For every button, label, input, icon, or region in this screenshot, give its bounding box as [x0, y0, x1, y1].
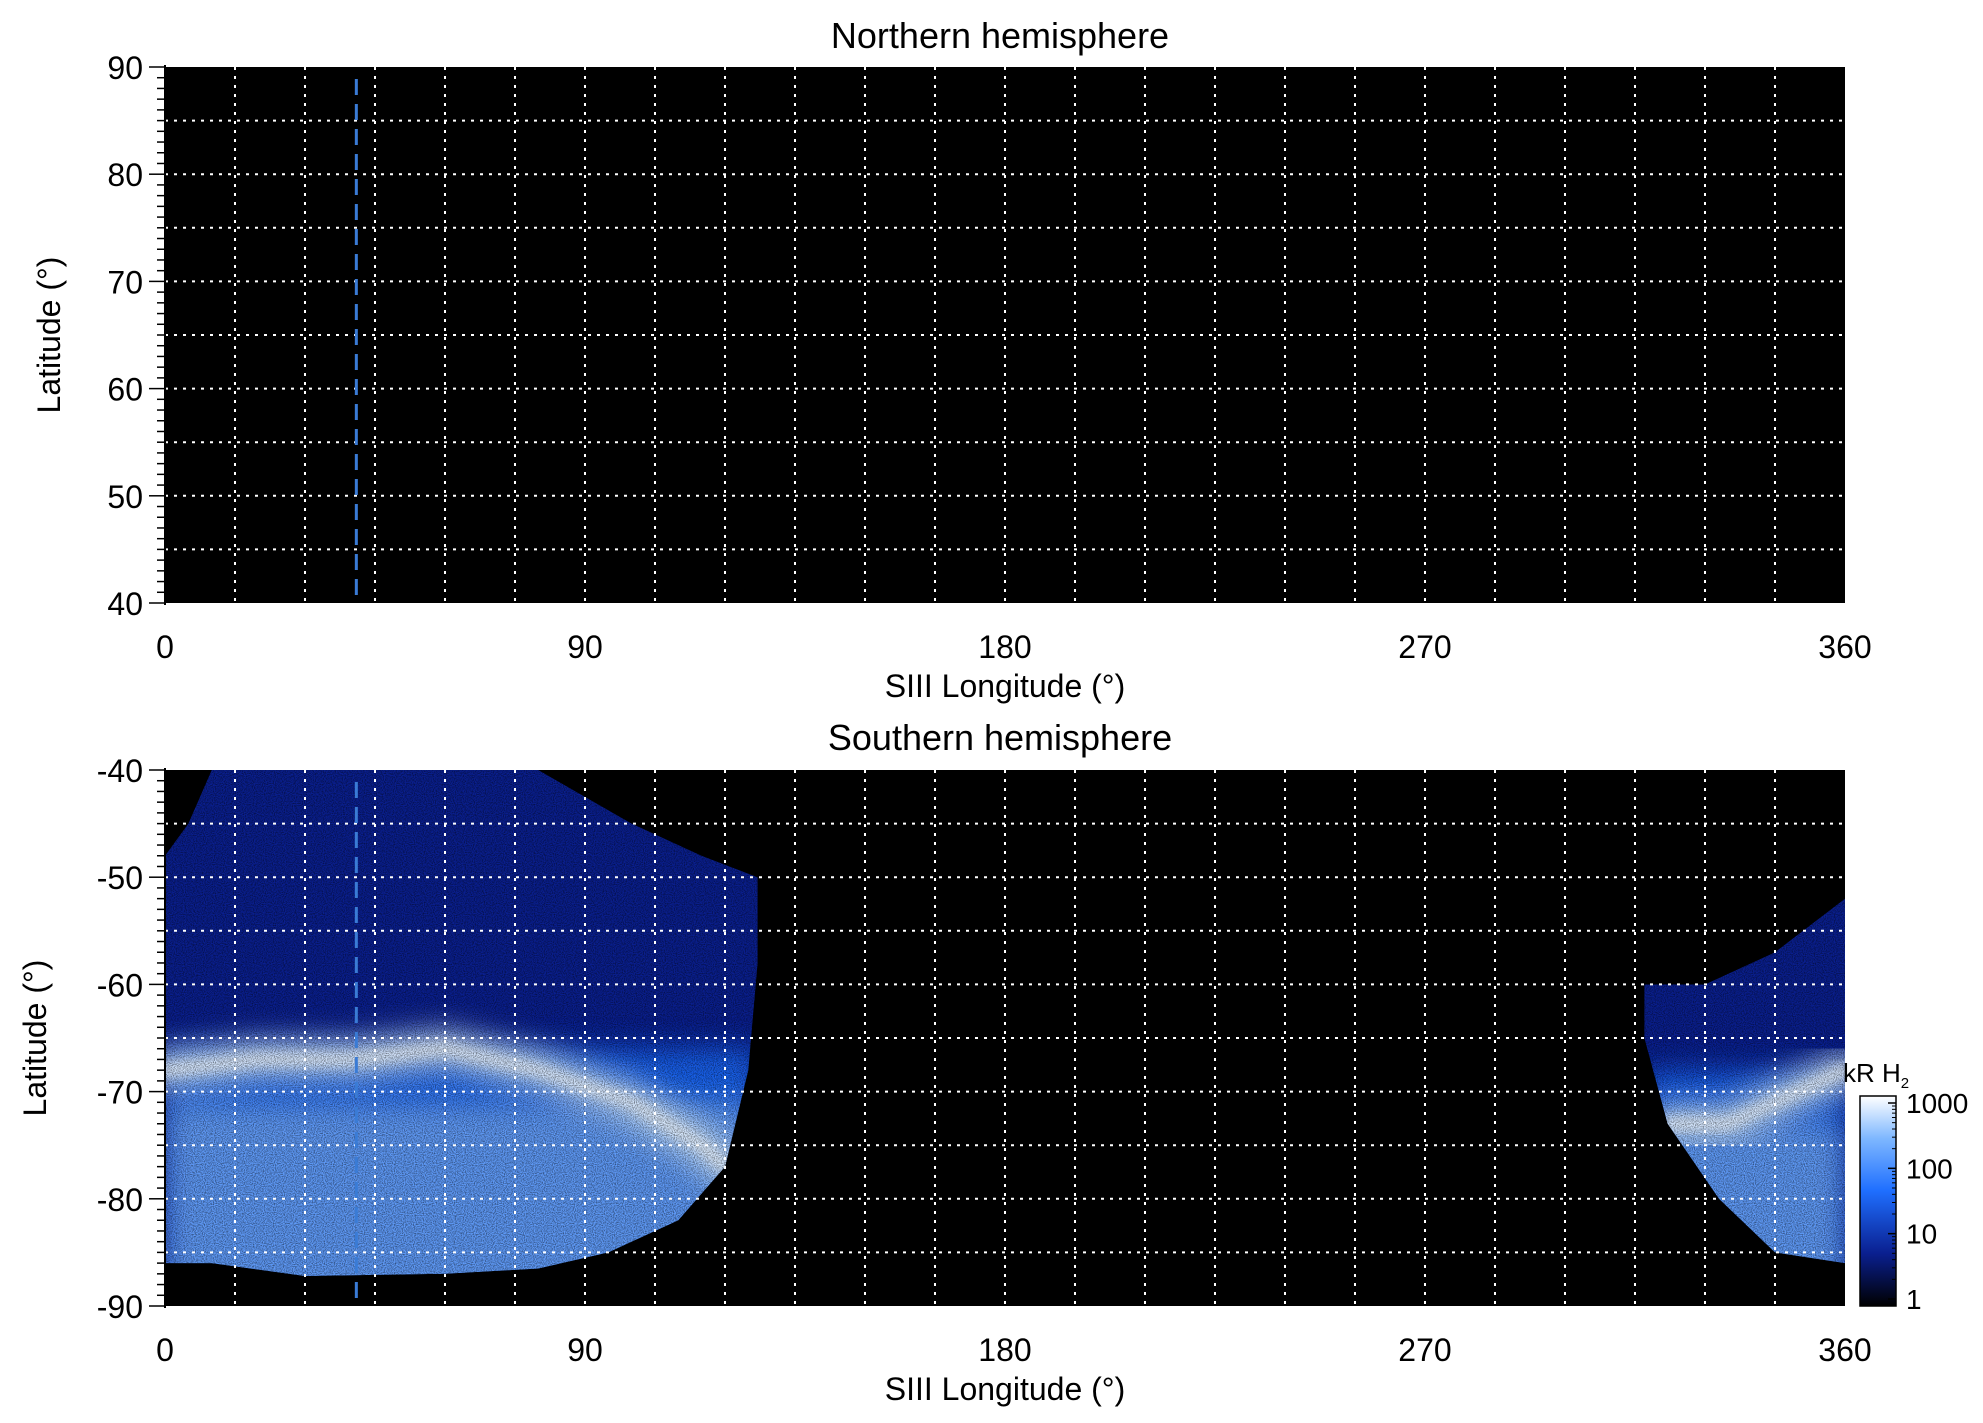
- y-tick-label: -90: [97, 1289, 143, 1325]
- northern-grid: [165, 67, 1845, 603]
- northern-panel: Northern hemisphere 90 80 70 60 50 40 0 90 180 27…: [31, 15, 1872, 704]
- y-tick-label: 60: [107, 372, 143, 408]
- y-tick-label: 80: [107, 157, 143, 193]
- northern-y-axis-label: Latitude (°): [31, 257, 67, 414]
- colorbar: kR H2 1000 100 10 1: [1843, 1058, 1968, 1315]
- x-tick-label: 270: [1398, 1332, 1451, 1368]
- northern-title: Northern hemisphere: [831, 15, 1169, 56]
- y-tick-label: 50: [107, 479, 143, 515]
- y-tick-label: -80: [97, 1182, 143, 1218]
- southern-grid: [165, 770, 1845, 1306]
- y-tick-label: 70: [107, 264, 143, 300]
- southern-y-axis-label: Latitude (°): [17, 960, 53, 1117]
- y-tick-label: 40: [107, 586, 143, 622]
- colorbar-tick-label: 1: [1906, 1284, 1922, 1315]
- emission-region-left: [165, 770, 758, 1276]
- x-tick-label: 360: [1818, 1332, 1871, 1368]
- x-tick-label: 180: [978, 629, 1031, 665]
- colorbar-tick-label: 10: [1906, 1219, 1937, 1250]
- x-tick-label: 360: [1818, 629, 1871, 665]
- x-tick-label: 0: [156, 1332, 174, 1368]
- x-tick-label: 0: [156, 629, 174, 665]
- x-tick-label: 90: [567, 629, 603, 665]
- southern-panel: Southern hemisphere -40 -50 -60 -70 -80 -90 0 9…: [17, 717, 1872, 1407]
- y-tick-label: 90: [107, 50, 143, 86]
- x-tick-label: 270: [1398, 629, 1451, 665]
- y-tick-label: -60: [97, 967, 143, 1003]
- colorbar-tick-label: 100: [1906, 1153, 1953, 1184]
- x-tick-label: 90: [567, 1332, 603, 1368]
- y-tick-label: -70: [97, 1075, 143, 1111]
- colorbar-ticks: 1000 100 10 1: [1888, 1088, 1968, 1315]
- colorbar-title: kR H2: [1843, 1058, 1909, 1092]
- colorbar-tick-label: 1000: [1906, 1088, 1968, 1119]
- emission-noise: [165, 770, 758, 1276]
- northern-x-axis-label: SIII Longitude (°): [885, 668, 1125, 704]
- colorbar-gradient: [1859, 1095, 1897, 1307]
- colorbar-title-subscript: 2: [1901, 1075, 1909, 1092]
- y-tick-label: -50: [97, 860, 143, 896]
- x-tick-label: 180: [978, 1332, 1031, 1368]
- southern-x-axis-label: SIII Longitude (°): [885, 1371, 1125, 1407]
- southern-axes: -40 -50 -60 -70 -80 -90 0 90 180 270 360: [97, 753, 1872, 1368]
- colorbar-title-text: kR H: [1843, 1058, 1901, 1088]
- y-tick-label: -40: [97, 753, 143, 789]
- northern-axes: 90 80 70 60 50 40 0 90 180 270 360: [107, 50, 1871, 665]
- southern-title: Southern hemisphere: [828, 717, 1172, 758]
